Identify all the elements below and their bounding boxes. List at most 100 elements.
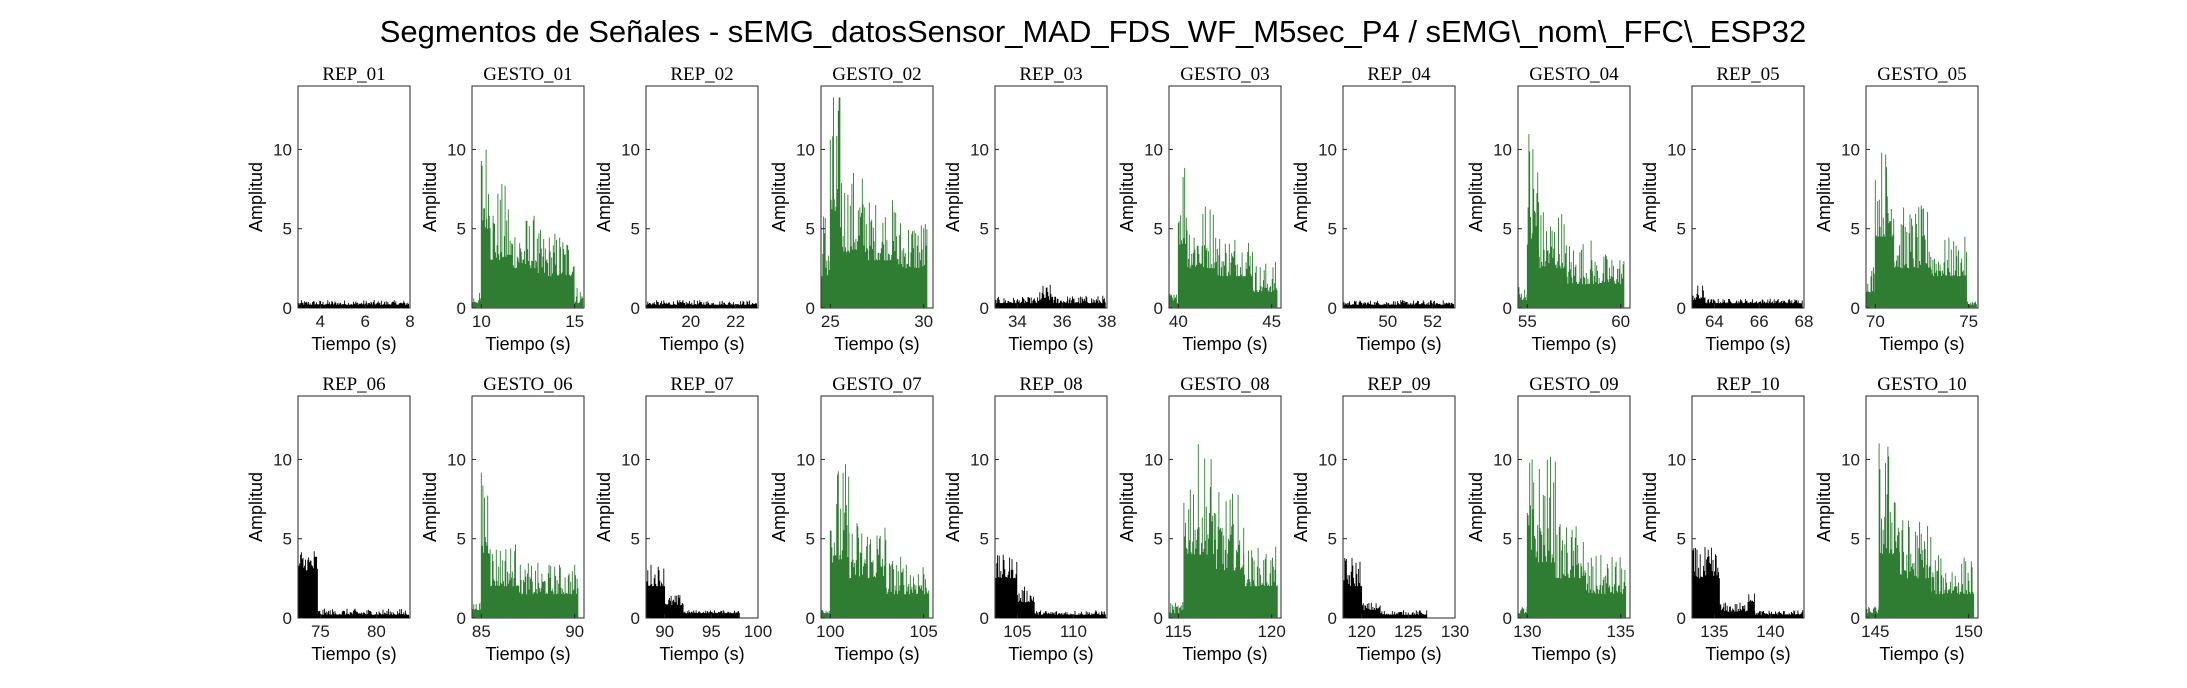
subplot-title: REP_06 [322, 374, 385, 395]
subplot-title: REP_01 [322, 64, 385, 85]
y-axis-label: Amplitud [1466, 162, 1486, 232]
y-tick-label: 10 [1667, 140, 1686, 159]
subplot-title: GESTO_01 [483, 64, 572, 85]
x-axis-label: Tiempo (s) [659, 644, 744, 664]
figure-title: Segmentos de Señales - sEMG_datosSensor_… [380, 14, 1807, 49]
y-tick-label: 10 [621, 450, 640, 469]
subplot-gesto-09: 130 135 0 5 10 GESTO_09 Tiempo (s) Amplitud [1466, 374, 1635, 664]
x-axis-label: Tiempo (s) [1531, 334, 1616, 354]
x-tick-label: 34 [1008, 312, 1027, 331]
y-axis-label: Amplitud [1814, 162, 1834, 232]
subplot-title: REP_04 [1367, 64, 1431, 85]
subplot-title: GESTO_03 [1180, 64, 1269, 85]
y-axis-label: Amplitud [420, 162, 440, 232]
x-tick-label: 90 [655, 622, 674, 641]
subplot-title: GESTO_08 [1180, 374, 1269, 395]
x-axis-label: Tiempo (s) [485, 644, 570, 664]
signal-segment [1518, 607, 1528, 618]
signal-segment [1518, 287, 1528, 308]
x-tick-label: 20 [681, 312, 700, 331]
x-tick-label: 75 [1959, 312, 1978, 331]
y-tick-label: 10 [1144, 140, 1163, 159]
x-tick-label: 105 [909, 622, 937, 641]
signal-trace [1169, 167, 1278, 308]
y-tick-label: 5 [980, 530, 989, 549]
y-axis-label: Amplitud [1466, 472, 1486, 542]
signal-segment [1343, 300, 1455, 308]
signal-segment [1039, 284, 1054, 308]
x-axis-label: Tiempo (s) [1008, 334, 1093, 354]
signal-trace [821, 97, 928, 308]
y-axis-label: Amplitud [246, 162, 266, 232]
x-tick-label: 110 [1060, 622, 1087, 641]
x-axis-label: Tiempo (s) [1008, 644, 1093, 664]
subplot-rep-04: 50 52 0 5 10 REP_04 Tiempo (s) Amplitud [1291, 64, 1456, 354]
x-tick-label: 10 [472, 312, 491, 331]
y-tick-label: 10 [1493, 450, 1512, 469]
y-tick-label: 5 [1677, 530, 1686, 549]
signal-segment [821, 610, 831, 618]
y-tick-label: 5 [283, 530, 292, 549]
signal-segment [646, 300, 758, 308]
y-tick-label: 5 [1503, 530, 1512, 549]
y-axis-label: Amplitud [1291, 472, 1311, 542]
signal-segment [1554, 524, 1584, 618]
x-tick-label: 70 [1866, 312, 1885, 331]
y-tick-label: 5 [980, 220, 989, 239]
x-tick-label: 60 [1611, 312, 1630, 331]
y-tick-label: 0 [457, 609, 466, 628]
x-tick-label: 135 [1700, 622, 1728, 641]
signal-segment [1215, 238, 1253, 308]
y-tick-label: 0 [1154, 299, 1163, 318]
signal-trace [995, 554, 1106, 618]
signal-segment [1592, 254, 1625, 308]
subplot-title: REP_03 [1019, 64, 1082, 85]
y-tick-label: 5 [1851, 530, 1860, 549]
signal-segment [1866, 606, 1880, 618]
y-tick-label: 5 [1328, 220, 1337, 239]
signal-trace [298, 300, 410, 308]
y-tick-label: 10 [273, 450, 292, 469]
axes-box [1691, 85, 1805, 309]
signal-segment [490, 544, 520, 618]
signal-trace [1343, 300, 1455, 308]
signal-segment [508, 215, 538, 308]
signal-segment [518, 562, 579, 618]
signal-segment [1379, 610, 1428, 618]
y-tick-label: 5 [806, 220, 815, 239]
subplot-rep-08: 105 110 0 5 10 REP_08 Tiempo (s) Amplitud [943, 374, 1108, 664]
signal-trace [472, 149, 584, 308]
y-tick-label: 0 [1154, 609, 1163, 628]
y-tick-label: 0 [631, 299, 640, 318]
y-tick-label: 0 [631, 609, 640, 628]
signal-segment [298, 551, 318, 618]
signal-segment [1719, 602, 1749, 618]
x-tick-label: 130 [1513, 622, 1541, 641]
subplot-gesto-03: 40 45 0 5 10 GESTO_03 Tiempo (s) Amplitud [1117, 64, 1282, 354]
subplot-rep-05: 64 66 68 0 5 10 REP_05 Tiempo (s) Amplitud [1640, 64, 1813, 354]
y-axis-label: Amplitud [769, 162, 789, 232]
subplot-gesto-07: 100 105 0 5 10 GESTO_07 Tiempo (s) Amplitud [769, 374, 938, 664]
subplot-rep-10: 135 140 0 5 10 REP_10 Tiempo (s) Amplitud [1640, 374, 1805, 664]
x-axis-label: Tiempo (s) [1182, 644, 1267, 664]
x-tick-label: 66 [1750, 312, 1769, 331]
y-tick-label: 0 [980, 299, 989, 318]
x-axis-label: Tiempo (s) [1182, 334, 1267, 354]
subplot-rep-06: 75 80 0 5 10 REP_06 Tiempo (s) Amplitud [246, 374, 411, 664]
y-tick-label: 5 [457, 530, 466, 549]
y-axis-label: Amplitud [1117, 472, 1137, 542]
subplot-title: REP_07 [670, 374, 733, 395]
subplot-rep-01: 4 6 8 0 5 10 REP_01 Tiempo (s) Amplitud [246, 64, 415, 354]
x-axis-label: Tiempo (s) [834, 644, 919, 664]
x-axis-label: Tiempo (s) [1356, 334, 1441, 354]
signal-segment [1874, 152, 1895, 308]
subplot-gesto-05: 70 75 0 5 10 GESTO_05 Tiempo (s) Amplitud [1814, 64, 1979, 354]
signal-trace [1169, 444, 1278, 618]
x-axis-label: Tiempo (s) [659, 334, 744, 354]
signal-segment [490, 184, 510, 308]
signal-segment [1033, 610, 1106, 618]
subplot-rep-07: 90 95 100 0 5 10 REP_07 Tiempo (s) Amplitud [594, 374, 772, 664]
signal-trace [1343, 557, 1428, 618]
axes-box [1342, 85, 1456, 309]
x-axis-label: Tiempo (s) [1879, 644, 1964, 664]
